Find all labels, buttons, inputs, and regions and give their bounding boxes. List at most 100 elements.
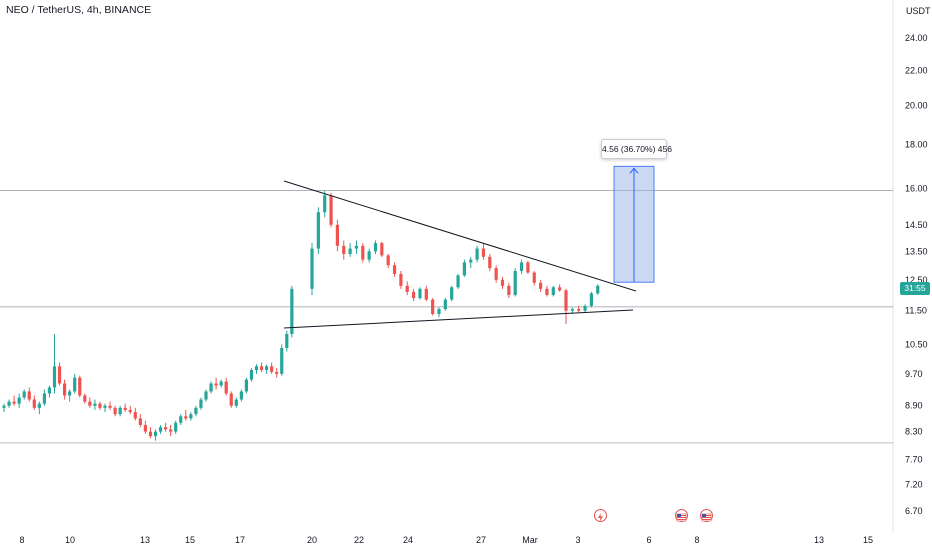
- candle-body[interactable]: [189, 414, 193, 419]
- candle-body[interactable]: [2, 405, 6, 408]
- candle-body[interactable]: [57, 366, 62, 384]
- candle-body[interactable]: [179, 416, 183, 423]
- candle-body[interactable]: [373, 243, 378, 252]
- candle-body[interactable]: [354, 245, 359, 249]
- candle-body[interactable]: [386, 255, 390, 266]
- candle-body[interactable]: [204, 391, 208, 400]
- candle-body[interactable]: [259, 366, 264, 371]
- lightning-icon[interactable]: [594, 509, 607, 522]
- candle-body[interactable]: [507, 285, 511, 295]
- candle-body[interactable]: [570, 309, 574, 311]
- candle-body[interactable]: [424, 288, 428, 300]
- candle-body[interactable]: [174, 422, 178, 432]
- candle-body[interactable]: [475, 248, 479, 260]
- candle-body[interactable]: [323, 195, 327, 213]
- candle-body[interactable]: [143, 424, 147, 432]
- candle-body[interactable]: [443, 299, 447, 310]
- candle-body[interactable]: [367, 251, 371, 260]
- candle-body[interactable]: [488, 256, 492, 269]
- candle-body[interactable]: [73, 377, 77, 392]
- candle-body[interactable]: [17, 397, 21, 404]
- candle-body[interactable]: [405, 285, 409, 292]
- candle-body[interactable]: [224, 381, 228, 394]
- candle-body[interactable]: [450, 287, 454, 300]
- candle-body[interactable]: [437, 309, 441, 314]
- candle-body[interactable]: [88, 401, 92, 406]
- candle-body[interactable]: [329, 195, 333, 225]
- candle-body[interactable]: [519, 262, 524, 272]
- candle-body[interactable]: [270, 366, 274, 372]
- us-flag-icon[interactable]: [675, 509, 688, 522]
- candle-body[interactable]: [348, 248, 352, 255]
- candle-body[interactable]: [285, 334, 289, 349]
- candle-body[interactable]: [469, 259, 473, 263]
- candle-body[interactable]: [412, 291, 416, 299]
- candle-body[interactable]: [83, 395, 87, 402]
- candle-body[interactable]: [583, 305, 587, 311]
- descending-trendline[interactable]: [283, 180, 637, 292]
- candle-body[interactable]: [526, 262, 530, 273]
- candle-body[interactable]: [27, 391, 31, 400]
- candle-body[interactable]: [68, 391, 72, 396]
- candle-body[interactable]: [148, 431, 153, 437]
- candle-body[interactable]: [481, 248, 486, 257]
- candle-body[interactable]: [280, 348, 284, 374]
- candle-body[interactable]: [7, 401, 11, 406]
- candle-body[interactable]: [118, 407, 122, 415]
- candle-body[interactable]: [209, 383, 213, 392]
- candle-body[interactable]: [558, 287, 562, 291]
- candle-body[interactable]: [589, 293, 593, 306]
- candle-body[interactable]: [214, 383, 218, 386]
- candle-body[interactable]: [194, 407, 198, 415]
- candle-body[interactable]: [153, 431, 158, 437]
- candle-body[interactable]: [335, 224, 339, 246]
- candle-body[interactable]: [431, 299, 435, 314]
- candle-body[interactable]: [513, 271, 517, 295]
- candle-body[interactable]: [399, 273, 403, 286]
- candle-body[interactable]: [265, 366, 269, 371]
- candle-body[interactable]: [239, 391, 243, 400]
- measure-tool-label[interactable]: 4.56 (36.70%) 456: [601, 139, 672, 159]
- candle-body[interactable]: [37, 403, 41, 408]
- candle-body[interactable]: [249, 370, 254, 380]
- candle-body[interactable]: [342, 245, 346, 255]
- candle-body[interactable]: [98, 403, 102, 408]
- candle-body[interactable]: [199, 399, 203, 408]
- candle-body[interactable]: [229, 393, 233, 406]
- candle-body[interactable]: [219, 381, 223, 386]
- candle-body[interactable]: [462, 262, 466, 276]
- candle-body[interactable]: [254, 366, 259, 371]
- candle-body[interactable]: [184, 416, 188, 419]
- candle-body[interactable]: [113, 407, 117, 415]
- candle-body[interactable]: [551, 287, 555, 295]
- candle-body[interactable]: [290, 288, 294, 335]
- candle-body[interactable]: [12, 401, 16, 404]
- candle-body[interactable]: [123, 407, 127, 410]
- candle-body[interactable]: [532, 272, 536, 283]
- candle-body[interactable]: [93, 403, 97, 406]
- candle-body[interactable]: [103, 405, 107, 408]
- candle-body[interactable]: [32, 399, 36, 408]
- candle-body[interactable]: [456, 275, 460, 288]
- candle-body[interactable]: [494, 268, 498, 280]
- candle-body[interactable]: [564, 290, 568, 311]
- candle-body[interactable]: [545, 288, 549, 295]
- candle-body[interactable]: [42, 393, 46, 404]
- candle-body[interactable]: [418, 288, 422, 299]
- ascending-trendline[interactable]: [283, 309, 634, 329]
- candle-body[interactable]: [128, 409, 132, 413]
- candle-body[interactable]: [392, 265, 397, 274]
- candle-body[interactable]: [380, 243, 384, 256]
- candle-body[interactable]: [244, 379, 248, 392]
- us-flag-icon[interactable]: [700, 509, 713, 522]
- candle-body[interactable]: [500, 279, 505, 286]
- candle-body[interactable]: [539, 282, 543, 289]
- candle-body[interactable]: [316, 212, 320, 249]
- candle-body[interactable]: [63, 383, 67, 396]
- candle-body[interactable]: [310, 248, 314, 289]
- candle-body[interactable]: [169, 429, 173, 432]
- candle-body[interactable]: [577, 309, 581, 311]
- candle-body[interactable]: [234, 399, 238, 406]
- candle-body[interactable]: [22, 391, 26, 398]
